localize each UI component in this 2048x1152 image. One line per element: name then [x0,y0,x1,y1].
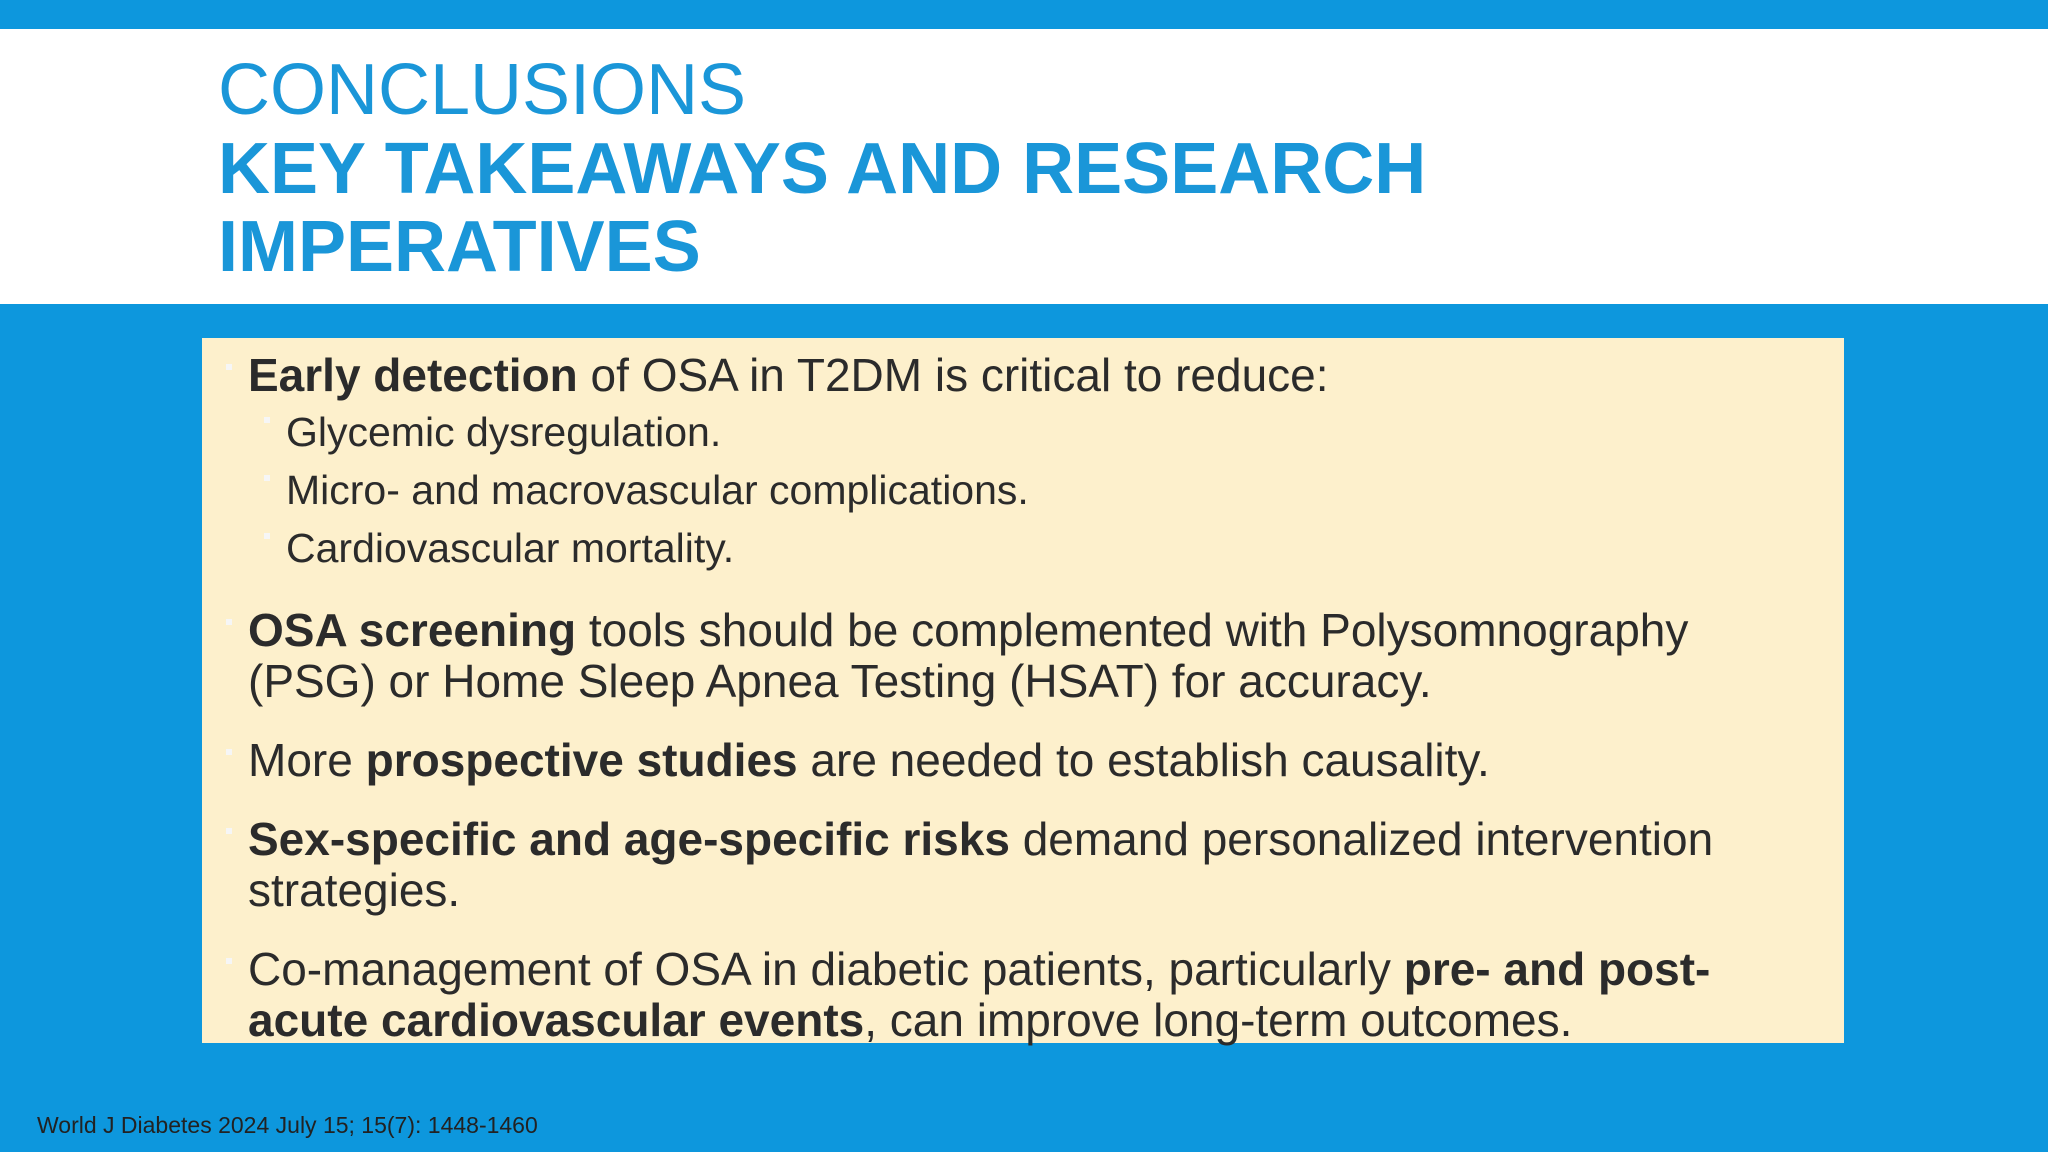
bullet: More prospective studies are needed to e… [226,734,1824,786]
bullet-text: Early detection [248,349,578,401]
bullet: Early detection of OSA in T2DM is critic… [226,349,1824,577]
bullet-text: Co-management of OSA in diabetic patient… [248,943,1404,995]
bullet-text: are needed to establish causality. [797,734,1490,786]
sub-bullet: Cardiovascular mortality. [264,519,1824,577]
bullet-text: of OSA in T2DM is critical to reduce: [577,349,1329,401]
bullet-text: tools should be complemented with Polyso… [248,604,1702,707]
bullet: Co-management of OSA in diabetic patient… [226,943,1824,1046]
bullet-text: pre- and post-acute cardiovascular event… [248,943,1711,1046]
footer: World J Diabetes 2024 July 15; 15(7): 14… [37,1112,538,1138]
bullet-text: , can improve long-term outcomes. [864,994,1573,1046]
header-band [0,29,2048,304]
bullet-text: demand personalized intervention strateg… [248,813,1726,916]
bullet-text: prospective studies [365,734,798,786]
sub-bullet: Glycemic dysregulation. [264,403,1824,461]
subtitle: KEY TAKEAWAYS AND RESEARCH IMPERATIVES [218,129,1427,287]
bullet-text: More [248,734,366,786]
bullet-text: Sex-specific and age-specific risks [248,813,1010,865]
content-box: Early detection of OSA in T2DM is critic… [202,338,1844,1046]
title: CONCLUSIONS [218,50,747,130]
bullet: Sex-specific and age-specific risks dema… [226,813,1824,916]
sub-bullets: Glycemic dysregulation. Micro- and macrov… [248,403,1824,577]
bullet: OSA screening tools should be complement… [226,604,1824,707]
sub-bullet: Micro- and macrovascular complications. [264,461,1824,519]
bullet-text: OSA screening [248,604,577,656]
